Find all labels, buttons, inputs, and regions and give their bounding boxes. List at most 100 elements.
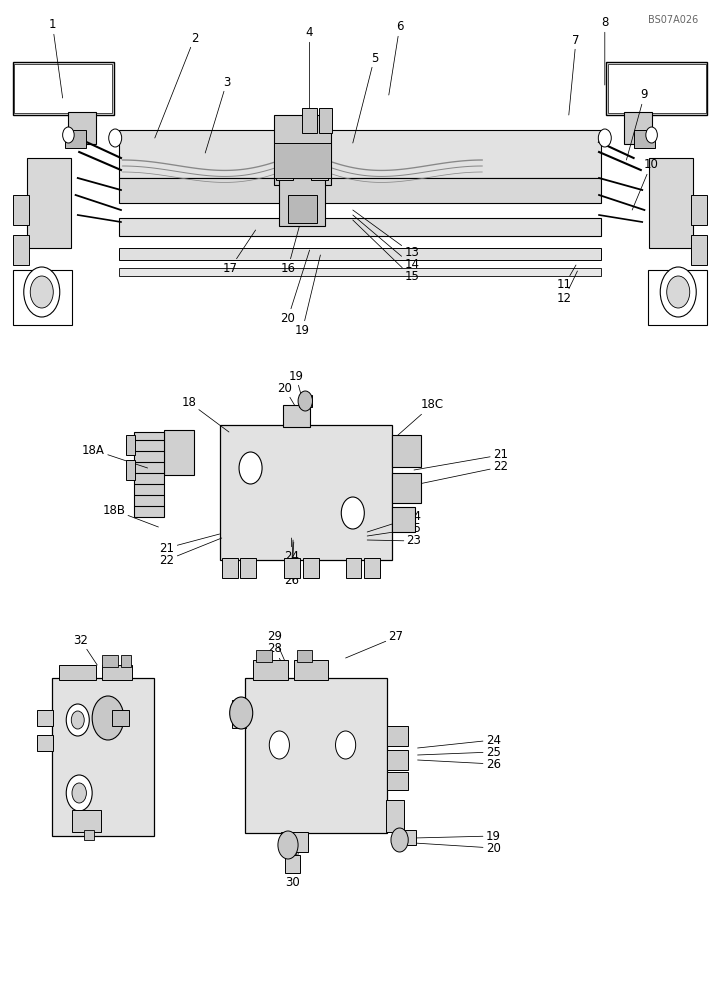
Bar <box>37 710 53 726</box>
Text: 27: 27 <box>346 631 403 658</box>
Circle shape <box>71 711 84 729</box>
Circle shape <box>269 731 289 759</box>
Bar <box>297 650 312 662</box>
Circle shape <box>667 276 690 308</box>
Bar <box>102 655 118 667</box>
Bar <box>364 558 380 578</box>
Bar <box>27 158 71 248</box>
Bar <box>13 195 29 225</box>
Bar <box>648 270 707 325</box>
Bar <box>311 162 328 180</box>
Text: 14: 14 <box>353 215 419 271</box>
Text: 1: 1 <box>49 18 63 98</box>
Text: 14: 14 <box>367 510 421 532</box>
Bar <box>14 64 112 113</box>
Text: 30: 30 <box>286 846 300 888</box>
Bar <box>634 130 655 148</box>
Bar <box>395 830 416 845</box>
Circle shape <box>646 127 657 143</box>
Bar <box>319 108 332 133</box>
Text: 23: 23 <box>367 534 421 548</box>
Text: 20: 20 <box>277 381 301 416</box>
Bar <box>274 143 331 178</box>
Bar <box>84 830 94 840</box>
Bar <box>279 178 325 226</box>
Text: 2: 2 <box>155 31 198 138</box>
Bar <box>240 558 256 578</box>
Text: 19: 19 <box>414 830 500 842</box>
Text: 24: 24 <box>284 538 299 562</box>
Circle shape <box>230 697 253 729</box>
Text: 10: 10 <box>632 158 658 210</box>
Text: 20: 20 <box>414 842 500 854</box>
Text: 18B: 18B <box>102 504 158 527</box>
Bar <box>386 800 404 832</box>
Circle shape <box>298 391 312 411</box>
Bar <box>387 772 408 790</box>
Text: 5: 5 <box>353 51 378 143</box>
Text: 19: 19 <box>295 255 320 336</box>
Bar <box>222 558 238 578</box>
Text: 6: 6 <box>389 20 403 95</box>
Bar <box>119 248 601 260</box>
Text: 18: 18 <box>181 395 229 432</box>
Text: 19: 19 <box>289 369 305 410</box>
Circle shape <box>336 731 356 759</box>
Bar <box>119 218 601 236</box>
Bar <box>134 432 164 517</box>
Text: 4: 4 <box>306 26 313 140</box>
Circle shape <box>66 704 89 736</box>
Bar <box>276 162 293 180</box>
Circle shape <box>660 267 696 317</box>
Text: 17: 17 <box>223 230 256 274</box>
Text: 22: 22 <box>160 538 222 566</box>
Bar <box>112 710 129 726</box>
Bar <box>13 62 114 115</box>
Circle shape <box>92 696 124 740</box>
Bar <box>59 665 96 680</box>
Bar <box>68 112 96 144</box>
Text: 24: 24 <box>418 734 500 748</box>
Bar <box>72 810 101 832</box>
Bar <box>245 678 387 833</box>
Bar <box>119 130 601 178</box>
Bar <box>691 195 707 225</box>
Circle shape <box>598 129 611 147</box>
Text: 18A: 18A <box>82 444 148 468</box>
Circle shape <box>391 828 408 852</box>
Bar <box>606 62 707 115</box>
Bar <box>649 158 693 248</box>
Bar <box>288 195 317 223</box>
Bar <box>119 268 601 276</box>
Bar <box>281 832 308 852</box>
Bar <box>126 435 135 455</box>
Text: 21: 21 <box>160 534 220 554</box>
Bar <box>392 435 421 467</box>
Text: 13: 13 <box>353 210 419 259</box>
Bar <box>299 395 312 407</box>
Bar <box>608 64 706 113</box>
Bar <box>65 130 86 148</box>
Text: 31: 31 <box>286 843 300 876</box>
Text: 26: 26 <box>418 758 500 770</box>
Bar <box>164 430 194 475</box>
Bar <box>346 558 361 578</box>
Bar <box>284 558 300 578</box>
Bar <box>13 235 29 265</box>
Bar <box>220 425 392 560</box>
Text: 29: 29 <box>267 631 284 660</box>
Text: 25: 25 <box>418 746 500 758</box>
Text: 21: 21 <box>414 448 508 470</box>
Circle shape <box>24 267 60 317</box>
Text: 9: 9 <box>626 89 648 160</box>
Text: 12: 12 <box>557 271 577 304</box>
Bar <box>126 460 135 480</box>
Bar <box>119 178 601 203</box>
Text: 20: 20 <box>281 250 310 324</box>
Bar <box>392 507 415 532</box>
Text: 15: 15 <box>353 220 419 284</box>
Circle shape <box>109 129 122 147</box>
Text: 15: 15 <box>367 522 421 536</box>
Text: 18C: 18C <box>392 398 444 440</box>
Bar <box>285 855 300 873</box>
